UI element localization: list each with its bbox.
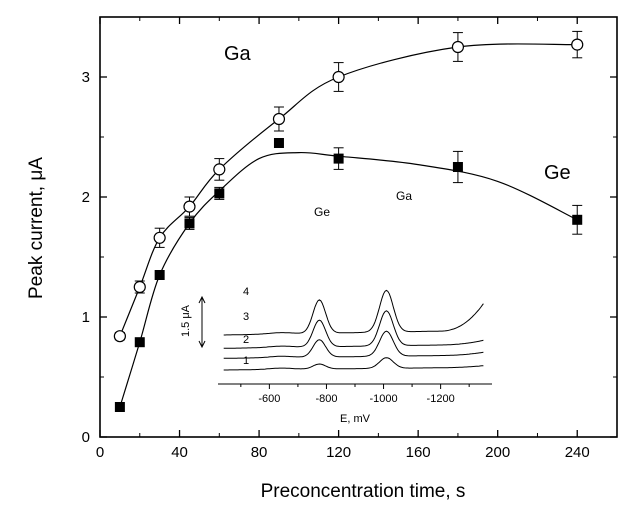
x-axis-title: Preconcentration time, s [261, 481, 466, 502]
data-point-ge [214, 188, 225, 199]
inset-curve-label-1: 1 [243, 355, 249, 367]
inset-curve-3 [223, 310, 484, 349]
x-tick-label: 0 [96, 444, 104, 461]
inset-x-tick-label: -600 [258, 393, 280, 405]
inset-peak-label-ge: Ge [314, 205, 330, 219]
y-tick-label: 1 [82, 309, 90, 326]
series-ga [113, 30, 584, 343]
y-tick-label: 3 [82, 69, 90, 86]
data-point-ge [273, 138, 284, 148]
data-point-ga [153, 231, 166, 244]
x-tick-label: 80 [251, 444, 268, 461]
data-point-ge [333, 153, 344, 164]
data-point-ga [332, 70, 345, 84]
inset-curve-2 [223, 330, 484, 359]
data-point-ge [184, 218, 195, 229]
inset-curve-label-3: 3 [243, 311, 249, 323]
series-ge [114, 138, 583, 412]
x-tick-label: 240 [565, 444, 590, 461]
data-point-ge [154, 270, 165, 280]
inset-x-axis-title: E, mV [340, 413, 371, 425]
inset-peak-label-ga: Ga [396, 189, 412, 203]
data-point-ga [113, 330, 126, 343]
series-label-ga: Ga [224, 43, 252, 65]
plot-border [99, 16, 618, 438]
voltammogram-inset: -600 -800 -1000 -1200 [198, 289, 492, 405]
data-point-ge [114, 402, 125, 412]
series-labels: Ga Ge [224, 43, 571, 184]
x-tick-label: 200 [485, 444, 510, 461]
inset-x-tick-label: -1000 [369, 393, 397, 405]
plot-frame [99, 16, 618, 438]
data-point-ga [183, 200, 196, 213]
data-point-ga [272, 112, 286, 126]
data-point-ga [451, 40, 465, 54]
data-point-ge [572, 214, 583, 225]
inset-scale-arrow-down [198, 340, 206, 349]
x-tick-label: 160 [406, 444, 431, 461]
inset-scale-bar-label: 1.5 μA [180, 304, 192, 337]
data-point-ga [571, 38, 584, 51]
inset-scale-arrow-up [198, 295, 206, 304]
inset-curve-label-4: 4 [243, 286, 249, 298]
y-tick-label: 0 [82, 429, 90, 446]
inset-curve-label-2: 2 [243, 334, 249, 346]
data-point-ge [452, 162, 463, 172]
x-tick-label: 40 [171, 444, 188, 461]
main-axes: 0 40 80 120 160 200 240 0 1 2 3 [82, 17, 617, 461]
data-point-ge [134, 337, 145, 348]
inset-x-tick-label: -800 [315, 393, 337, 405]
y-axis-title: Peak current, μA [26, 157, 47, 299]
x-tick-label: 120 [326, 444, 351, 461]
inset-curve-1 [223, 357, 484, 371]
inset-curve-4 [223, 289, 484, 336]
y-tick-label: 2 [82, 189, 90, 206]
inset-x-tick-label: -1200 [427, 393, 455, 405]
main-series [113, 30, 584, 412]
data-point-ga [133, 280, 146, 294]
data-point-ga [213, 163, 226, 176]
series-line-ga [119, 43, 578, 337]
series-label-ge: Ge [544, 162, 571, 184]
